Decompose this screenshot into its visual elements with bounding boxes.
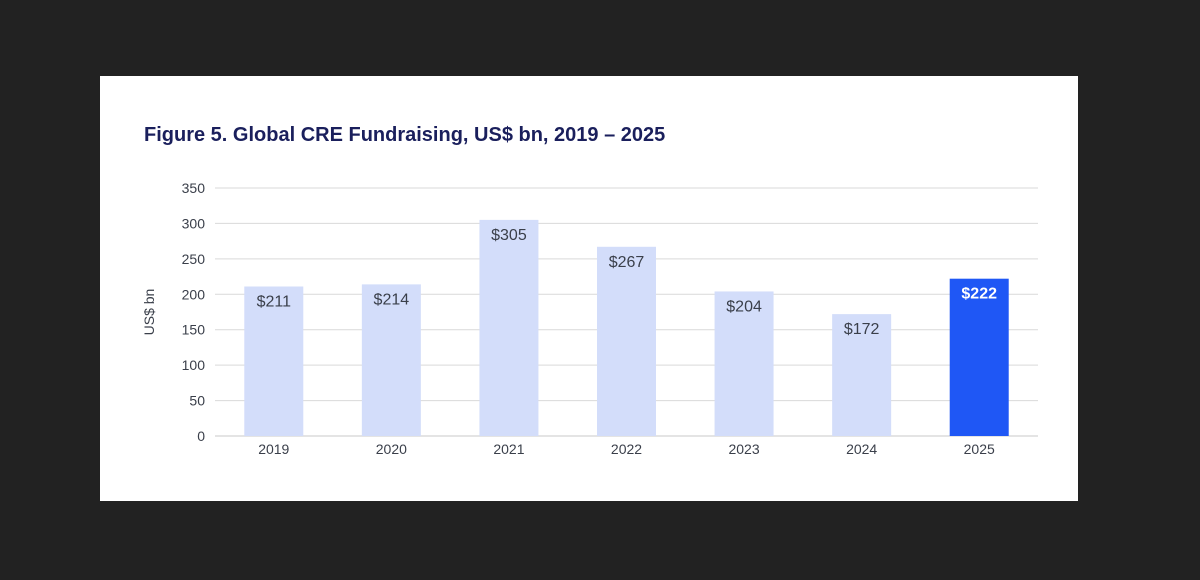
bar-2023 (714, 291, 774, 436)
data-label-2021: $305 (491, 227, 527, 244)
y-tick-label: 350 (182, 180, 206, 196)
chart-title: Figure 5. Global CRE Fundraising, US$ bn… (144, 124, 666, 146)
data-label-2020: $214 (374, 291, 410, 308)
y-axis-ticks: 0 50 100 150 200 250 300 350 (182, 180, 206, 444)
bar-2025 (949, 278, 1009, 436)
y-tick-label: 0 (197, 428, 205, 444)
data-label-2022: $267 (609, 254, 645, 271)
data-label-2025: $222 (961, 286, 997, 303)
bar-2022 (597, 246, 656, 436)
data-label-2024: $172 (844, 321, 880, 338)
y-tick-label: 300 (182, 215, 206, 231)
y-tick-label: 250 (182, 251, 206, 267)
x-tick-label: 2025 (964, 441, 995, 457)
y-tick-label: 150 (182, 322, 206, 338)
x-tick-label: 2021 (493, 441, 524, 457)
y-tick-label: 200 (182, 286, 206, 302)
bar-2021 (479, 219, 539, 436)
y-tick-label: 100 (182, 357, 206, 373)
x-axis-ticks: 2019 2020 2021 2022 2023 2024 2025 (258, 441, 995, 457)
y-axis-label: US$ bn (141, 289, 157, 336)
x-tick-label: 2023 (728, 441, 759, 457)
chart-card: Figure 5. Global CRE Fundraising, US$ bn… (100, 76, 1078, 501)
x-tick-label: 2022 (611, 441, 642, 457)
bar-2020 (361, 284, 421, 436)
x-tick-label: 2024 (846, 441, 877, 457)
bar-2019 (244, 286, 304, 436)
bars: $211 $214 $305 $267 $204 $172 $222 (244, 219, 1009, 436)
bar-2024 (832, 314, 892, 436)
y-tick-label: 50 (189, 393, 205, 409)
x-tick-label: 2020 (376, 441, 407, 457)
data-label-2023: $204 (726, 298, 762, 315)
data-label-2019: $211 (257, 293, 292, 310)
x-tick-label: 2019 (258, 441, 289, 457)
